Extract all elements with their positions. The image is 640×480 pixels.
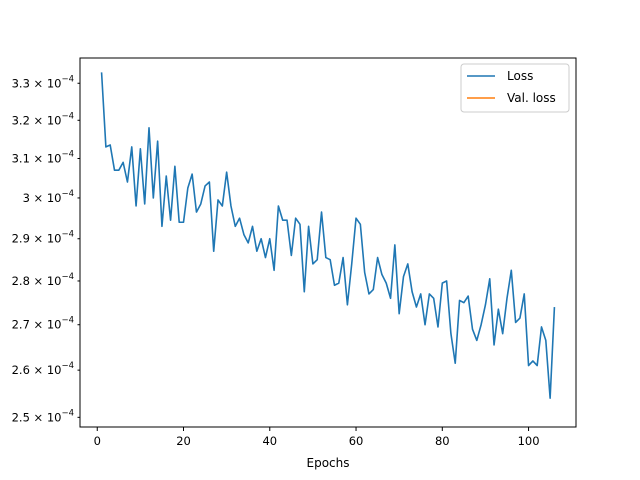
- y-tick-label: 2.7 × 10−4: [12, 316, 74, 332]
- x-tick-label: 0: [94, 434, 101, 448]
- x-tick-label: 80: [435, 434, 450, 448]
- legend: Loss Val. loss: [460, 63, 570, 113]
- y-tick-label: 3.3 × 10−4: [12, 74, 74, 90]
- x-tick-label: 40: [262, 434, 277, 448]
- y-tick-label: 2.6 × 10−4: [12, 361, 74, 377]
- y-tick-label: 2.9 × 10−4: [12, 230, 74, 246]
- y-tick-label: 3.1 × 10−4: [12, 149, 74, 165]
- x-tick-label: 60: [349, 434, 364, 448]
- plot-frame: [79, 57, 577, 428]
- series-layer: [100, 72, 556, 400]
- series-line-loss: [100, 72, 556, 400]
- y-tick-label: 3.2 × 10−4: [12, 111, 74, 127]
- legend-label: Loss: [507, 69, 533, 83]
- x-axis-ticks: 0 20 40 60 80 100: [94, 427, 540, 448]
- y-tick-label: 2.8 × 10−4: [12, 272, 74, 288]
- y-tick-label: 3 × 10−4: [23, 189, 74, 205]
- x-tick-label: 100: [518, 434, 540, 448]
- y-tick-label: 2.5 × 10−4: [12, 408, 74, 424]
- x-tick-label: 20: [176, 434, 191, 448]
- y-axis-ticks: 2.5 × 10−4 2.6 × 10−4 2.7 × 10−4 2.8 × 10−4…: [12, 74, 80, 424]
- legend-label: Val. loss: [507, 91, 556, 105]
- x-axis-label: Epochs: [307, 456, 350, 470]
- plot-area: [80, 58, 576, 427]
